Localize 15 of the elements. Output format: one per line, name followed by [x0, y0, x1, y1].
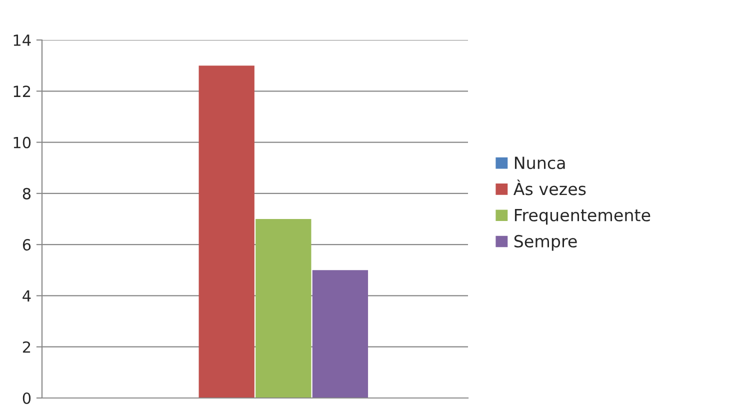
bar: [256, 219, 312, 398]
y-tick-label: 8: [22, 188, 31, 200]
legend-label: Às vezes: [513, 180, 586, 196]
y-tick-label: 4: [22, 290, 31, 302]
y-tick-label: 10: [14, 136, 31, 148]
y-tick-label: 2: [22, 341, 30, 353]
legend-label: Frequentemente: [514, 209, 650, 225]
legend-label: Sempre: [514, 234, 577, 251]
bar: [312, 270, 368, 398]
legend-label: Nunca: [514, 156, 565, 170]
y-tick-label: 12: [14, 86, 30, 97]
y-tick-label: 6: [22, 239, 31, 251]
y-tick-label: 14: [14, 34, 31, 46]
y-tick-label: 0: [22, 392, 31, 404]
bar: [198, 66, 254, 398]
